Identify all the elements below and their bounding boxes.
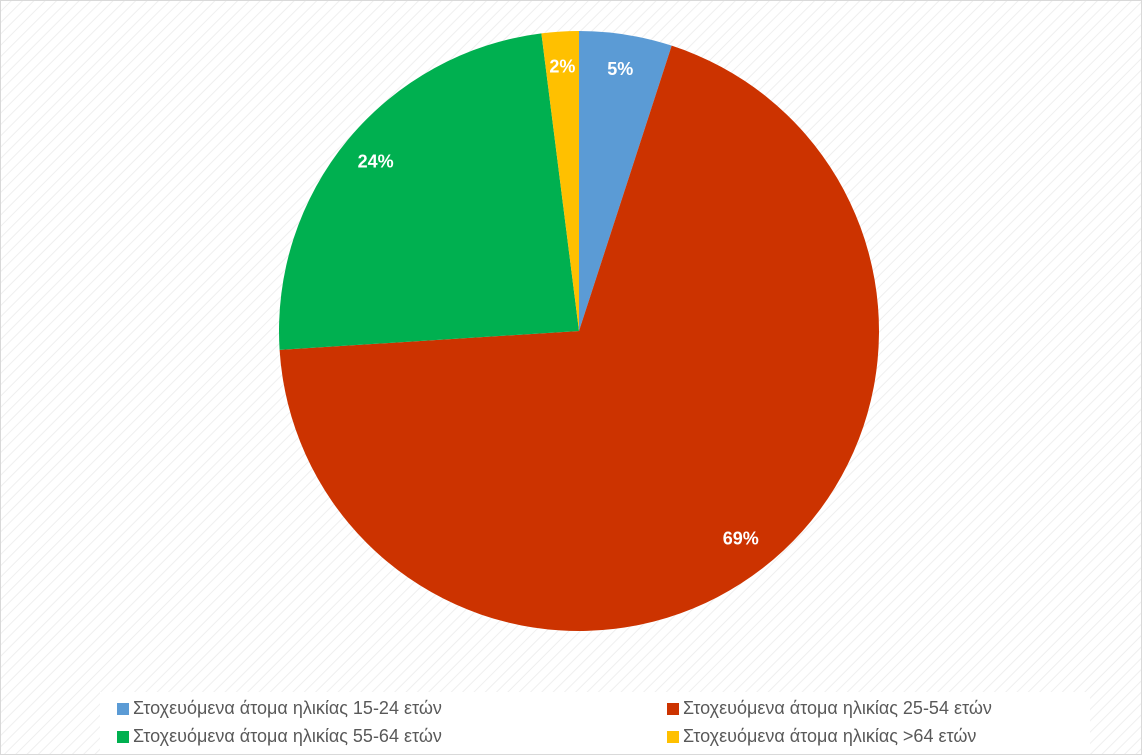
legend-label: Στοχευόμενα άτομα ηλικίας >64 ετών [683,726,976,746]
legend-swatch [117,703,129,715]
legend-label: Στοχευόμενα άτομα ηλικίας 15-24 ετών [133,698,442,718]
data-label: 2% [549,56,575,76]
data-label: 24% [358,151,394,171]
data-label: 69% [723,528,759,548]
legend-label: Στοχευόμενα άτομα ηλικίας 55-64 ετών [133,726,442,746]
legend-swatch [667,703,679,715]
legend-swatch [667,731,679,743]
pie-slice [279,45,879,631]
data-label: 5% [607,59,633,79]
pie-slice [279,33,579,350]
legend-background [100,692,1090,754]
pie-slice [541,31,579,331]
legend-swatch [117,731,129,743]
legend-label: Στοχευόμενα άτομα ηλικίας 25-54 ετών [683,698,992,718]
pie-slice [579,31,672,331]
